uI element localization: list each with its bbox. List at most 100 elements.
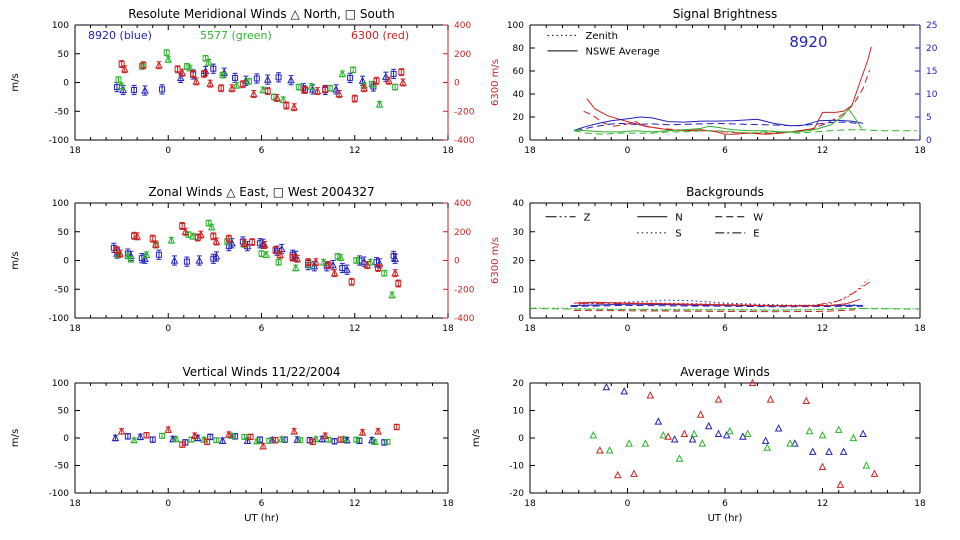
square-marker <box>322 86 329 93</box>
triangle-marker <box>340 434 348 443</box>
square-marker <box>131 86 138 93</box>
triangle-marker <box>358 428 367 436</box>
y-tick-label: 80 <box>513 44 525 54</box>
right-tick-label: 15 <box>926 67 937 77</box>
square-marker <box>143 432 150 439</box>
x-tick-label: 6 <box>259 499 265 509</box>
y-tick-label: -50 <box>54 285 69 295</box>
triangle-marker <box>136 432 145 440</box>
series-line <box>573 298 861 307</box>
triangle-marker <box>312 257 320 266</box>
triangle-marker <box>363 260 372 269</box>
square-marker <box>247 433 254 440</box>
y-tick-label: 0 <box>63 79 69 89</box>
triangle-marker <box>133 232 141 240</box>
square-marker <box>159 86 166 93</box>
right-tick-label: -400 <box>454 314 475 324</box>
x-tick-label: 18 <box>524 324 536 334</box>
triangle-marker <box>825 447 833 455</box>
triangle-marker <box>630 469 638 477</box>
triangle-marker <box>117 427 126 435</box>
triangle-marker <box>155 60 163 69</box>
triangle-marker <box>802 396 811 404</box>
triangle-marker <box>774 424 783 432</box>
triangle-marker <box>675 454 684 462</box>
triangle-marker <box>130 435 138 444</box>
square-marker <box>190 70 197 77</box>
triangle-marker <box>805 426 814 435</box>
triangle-marker <box>371 437 379 445</box>
y-tick-label: 100 <box>52 21 69 31</box>
square-marker <box>204 438 211 445</box>
triangle-marker <box>117 81 126 90</box>
triangle-marker <box>620 386 629 395</box>
panel-title: Resolute Meridional Winds △ North, □ Sou… <box>128 7 395 21</box>
triangle-marker <box>766 395 775 403</box>
triangle-marker <box>763 443 772 451</box>
triangle-marker <box>293 254 302 262</box>
triangle-marker <box>654 417 663 425</box>
triangle-marker <box>375 100 384 108</box>
x-tick-label: 0 <box>625 324 631 334</box>
triangle-marker <box>808 447 817 455</box>
triangle-marker <box>385 76 393 84</box>
y-tick-label: -10 <box>509 462 524 472</box>
y-tick-label: -50 <box>54 462 69 472</box>
triangle-marker <box>268 435 277 444</box>
x-tick-label: 6 <box>259 146 265 156</box>
y-tick-label: -100 <box>49 489 70 499</box>
triangle-marker <box>228 83 236 92</box>
triangle-marker <box>279 95 288 103</box>
right-tick-label: 20 <box>926 44 938 54</box>
square-marker <box>337 436 344 443</box>
right-tick-label: 0 <box>454 79 460 89</box>
triangle-marker <box>688 435 697 443</box>
triangle-marker <box>287 75 295 84</box>
square-marker <box>225 235 232 242</box>
y-tick-label: 0 <box>518 314 524 324</box>
triangle-marker <box>142 250 151 258</box>
legend-label: Z <box>584 212 591 223</box>
right-tick-label: -200 <box>454 107 475 117</box>
triangle-marker <box>696 410 705 418</box>
triangle-marker <box>625 439 633 447</box>
x-tick-label: 12 <box>349 146 360 156</box>
triangle-marker <box>225 430 233 438</box>
x-tick-label: 12 <box>349 324 360 334</box>
square-marker <box>258 250 265 257</box>
triangle-marker <box>259 441 267 450</box>
triangle-marker <box>263 75 272 83</box>
square-marker <box>264 88 271 95</box>
right-tick-label: 10 <box>926 90 938 100</box>
square-marker <box>149 436 156 443</box>
triangle-marker <box>836 480 845 488</box>
triangle-marker <box>743 429 752 437</box>
triangle-marker <box>321 431 330 439</box>
y-tick-label: 100 <box>507 21 524 31</box>
series-line <box>529 307 921 311</box>
right-axis-label: 6300 m/s <box>490 237 501 284</box>
triangle-marker <box>293 435 302 443</box>
triangle-marker <box>330 268 339 277</box>
triangle-marker <box>859 429 867 437</box>
legend-label: NSWE Average <box>586 46 660 57</box>
triangle-marker <box>151 240 160 248</box>
right-tick-label: 200 <box>454 50 471 60</box>
square-marker <box>266 437 273 444</box>
triangle-marker <box>212 252 221 260</box>
triangle-marker <box>680 429 689 437</box>
square-marker <box>246 78 253 85</box>
right-tick-label: 5 <box>926 113 932 123</box>
triangle-marker <box>761 436 770 444</box>
triangle-marker <box>374 427 382 435</box>
square-marker <box>331 438 338 445</box>
series-line <box>583 69 871 134</box>
y-tick-label: -100 <box>49 314 70 324</box>
series-line <box>575 116 864 131</box>
triangle-marker <box>192 77 201 85</box>
square-marker <box>339 264 346 271</box>
square-marker <box>118 61 125 68</box>
y-tick-label: 50 <box>58 228 70 238</box>
triangle-marker <box>164 55 173 63</box>
